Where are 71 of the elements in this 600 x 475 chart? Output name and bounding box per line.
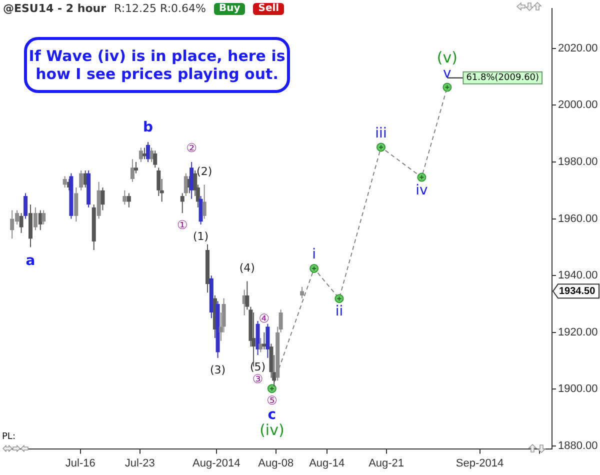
annotation: (3): [210, 363, 226, 376]
x-tick-label: Aug-14: [309, 457, 345, 470]
annotation: Buy: [214, 2, 246, 14]
candlestick: [130, 158, 134, 182]
point: [376, 142, 386, 152]
y-tick-label: 1980.00: [558, 156, 598, 168]
candlestick: [122, 190, 127, 206]
candlestick: [266, 323, 270, 358]
x-tick-label: Aug-2014: [192, 457, 240, 470]
x-tick-label: Aug-21: [368, 457, 404, 470]
chart-title: @ESU14 - 2 hour: [3, 2, 106, 15]
candlestick: [138, 147, 143, 162]
annotation: (1): [192, 230, 209, 243]
candlestick: [134, 161, 138, 174]
annotation: ⑤: [266, 394, 278, 408]
candlestick: [146, 142, 150, 162]
ref-line-label: 61.8%(2009.60): [466, 73, 540, 84]
candlestick: [62, 176, 67, 188]
annotation: If Wave (iv) is in place, here is how I see prices playing out.: [24, 37, 290, 93]
candlestick: [258, 338, 263, 353]
candlestick: [42, 210, 46, 225]
candlestick: [198, 196, 203, 225]
text: 1934.50: [559, 286, 596, 297]
y-tick-label: 1900.00: [558, 383, 598, 396]
annotation: PL:: [2, 432, 16, 442]
candlestick: [33, 206, 38, 231]
x-tick-label: Jul-16: [65, 457, 96, 470]
candlestick: [190, 161, 194, 200]
data-label: iv: [416, 182, 428, 198]
annotation: ①: [176, 218, 188, 232]
annotation: a: [26, 252, 36, 269]
annotation: (5): [250, 360, 266, 374]
y-tick-label: 1940.00: [558, 270, 598, 282]
candlestick: [153, 150, 158, 168]
annotation: (4): [239, 262, 255, 275]
candlestick: [184, 172, 188, 197]
annotation: b: [143, 120, 154, 136]
candlestick: [100, 187, 105, 211]
candlestick: [245, 280, 250, 310]
y-tick-label: 2020.00: [558, 42, 598, 54]
data-label: v: [443, 65, 452, 82]
annotation: ③: [252, 372, 264, 386]
candlestick: [19, 212, 24, 234]
x-tick-label: Jul-23: [124, 457, 155, 470]
y-tick-label: 1960.00: [558, 212, 598, 225]
annotation: (2): [196, 165, 212, 178]
annotation: (v): [436, 48, 458, 67]
candlestick: [126, 192, 131, 208]
candlestick: [142, 147, 146, 160]
candlestick: [180, 192, 184, 214]
candlestick: [262, 332, 266, 350]
candlestick: [150, 147, 154, 162]
annotation: c: [268, 407, 276, 424]
candlestick: [79, 170, 84, 191]
annotation: Sell: [253, 2, 284, 14]
candlestick: [74, 187, 78, 222]
y-tick-label: 1920.00: [558, 326, 598, 338]
candlestick: [24, 192, 28, 220]
y-tick-label: 2000.00: [558, 99, 598, 112]
data-label: i: [312, 246, 316, 263]
candlestick: [300, 286, 304, 299]
annotation: ④: [258, 311, 270, 326]
chart-subtitle: R:12.25 R:0.64%: [114, 2, 206, 15]
x-tick-label: Sep-2014: [456, 457, 504, 470]
x-tick-label: Aug-08: [258, 457, 294, 470]
candlestick: [202, 184, 206, 220]
annotation: (iv): [260, 420, 284, 439]
data-label: iii: [375, 125, 387, 142]
data-label: ii: [335, 304, 344, 320]
y-tick-label: 1880.00: [558, 440, 598, 452]
annotation: ②: [186, 141, 197, 156]
